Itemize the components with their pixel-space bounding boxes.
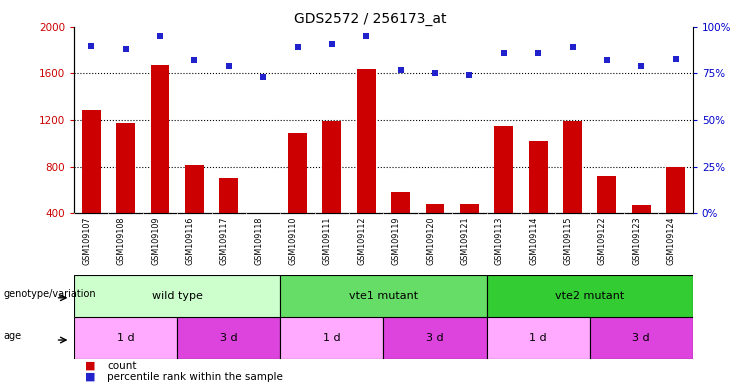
Bar	[280, 317, 384, 359]
Bar	[425, 204, 445, 260]
Text: GSM109107: GSM109107	[82, 216, 91, 265]
Bar	[487, 275, 693, 317]
Point	[326, 41, 338, 47]
Bar	[280, 275, 487, 317]
Bar	[74, 275, 280, 317]
Text: ■: ■	[85, 372, 96, 382]
Bar	[177, 317, 280, 359]
Point	[635, 63, 647, 69]
Text: vte2 mutant: vte2 mutant	[555, 291, 625, 301]
Bar	[82, 109, 101, 260]
Point	[463, 72, 475, 78]
Point	[429, 70, 441, 76]
Bar	[391, 192, 410, 260]
Text: GSM109109: GSM109109	[151, 216, 160, 265]
Point	[292, 44, 304, 50]
Point	[188, 57, 200, 63]
Text: GSM109124: GSM109124	[667, 216, 676, 265]
Bar	[590, 317, 693, 359]
Point	[567, 44, 579, 50]
Bar	[666, 167, 685, 260]
Bar	[597, 176, 617, 260]
Point	[223, 63, 235, 69]
Bar	[357, 69, 376, 260]
Point	[154, 33, 166, 39]
Text: GSM109122: GSM109122	[598, 216, 607, 265]
Text: 3 d: 3 d	[220, 333, 238, 343]
Text: GSM109111: GSM109111	[323, 216, 332, 265]
Text: 1 d: 1 d	[323, 333, 341, 343]
Text: GSM109112: GSM109112	[357, 216, 366, 265]
Text: 1 d: 1 d	[117, 333, 134, 343]
Text: GSM109119: GSM109119	[392, 216, 401, 265]
Text: GSM109114: GSM109114	[529, 216, 538, 265]
Bar	[487, 317, 590, 359]
Text: GSM109120: GSM109120	[426, 216, 435, 265]
Bar	[322, 121, 342, 260]
Point	[498, 50, 510, 56]
Bar	[460, 204, 479, 260]
Text: GDS2572 / 256173_at: GDS2572 / 256173_at	[294, 12, 447, 25]
Bar	[528, 141, 548, 260]
Bar	[219, 178, 239, 260]
Text: genotype/variation: genotype/variation	[4, 288, 96, 299]
Bar	[632, 205, 651, 260]
Text: 1 d: 1 d	[529, 333, 547, 343]
Point	[257, 74, 269, 80]
Bar	[384, 317, 487, 359]
Text: age: age	[4, 331, 21, 341]
Text: GSM109123: GSM109123	[632, 216, 641, 265]
Text: GSM109108: GSM109108	[116, 216, 126, 265]
Text: vte1 mutant: vte1 mutant	[349, 291, 418, 301]
Text: wild type: wild type	[152, 291, 202, 301]
Point	[395, 67, 407, 73]
Bar	[288, 133, 307, 260]
Point	[601, 57, 613, 63]
Text: GSM109117: GSM109117	[220, 216, 229, 265]
Text: GSM109110: GSM109110	[288, 216, 298, 265]
Text: GSM109118: GSM109118	[254, 216, 263, 265]
Bar	[253, 215, 273, 260]
Bar	[116, 123, 135, 260]
Point	[85, 43, 97, 49]
Bar	[185, 166, 204, 260]
Text: GSM109113: GSM109113	[495, 216, 504, 265]
Text: 3 d: 3 d	[426, 333, 444, 343]
Text: GSM109115: GSM109115	[563, 216, 573, 265]
Text: GSM109116: GSM109116	[185, 216, 194, 265]
Bar	[74, 317, 177, 359]
Bar	[150, 65, 170, 260]
Text: 3 d: 3 d	[633, 333, 650, 343]
Text: percentile rank within the sample: percentile rank within the sample	[107, 372, 283, 382]
Point	[670, 55, 682, 61]
Text: GSM109121: GSM109121	[460, 216, 469, 265]
Point	[360, 33, 372, 39]
Text: count: count	[107, 361, 137, 371]
Bar	[494, 126, 514, 260]
Point	[120, 46, 132, 52]
Point	[532, 50, 544, 56]
Bar	[563, 121, 582, 260]
Text: ■: ■	[85, 361, 96, 371]
